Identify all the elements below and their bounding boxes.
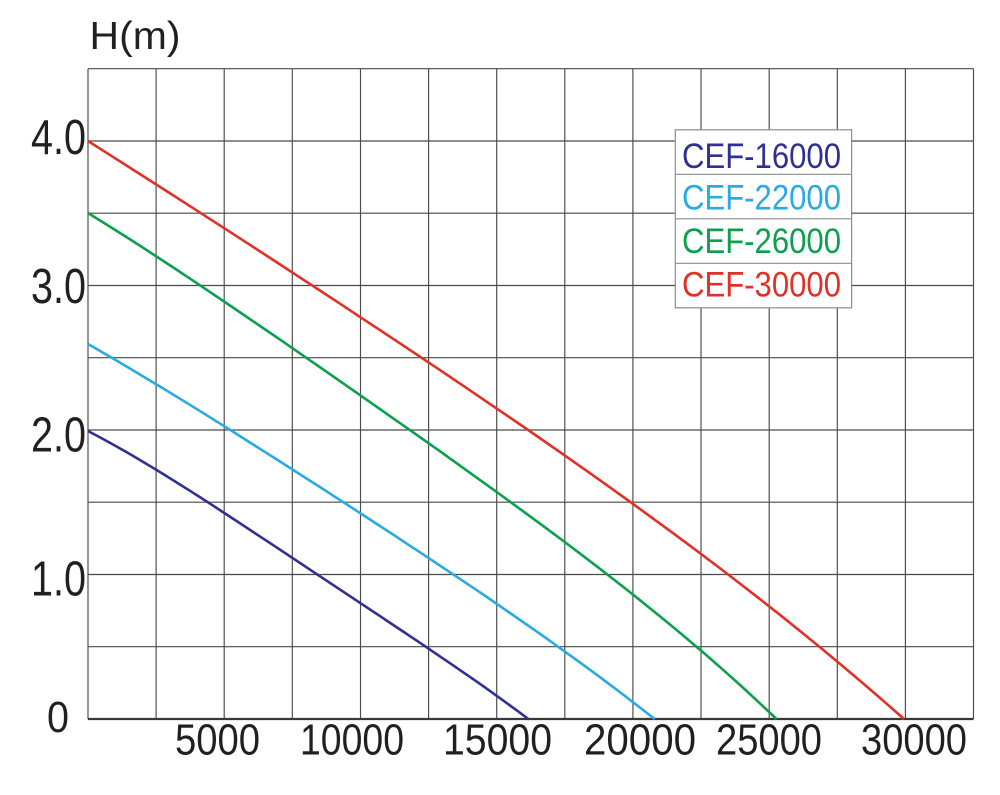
svg-text:0: 0 bbox=[47, 694, 69, 742]
svg-text:15000: 15000 bbox=[443, 716, 552, 765]
svg-text:3.0: 3.0 bbox=[31, 260, 86, 314]
svg-text:4.0: 4.0 bbox=[31, 111, 86, 165]
svg-text:5000: 5000 bbox=[175, 716, 260, 765]
svg-text:CEF-16000: CEF-16000 bbox=[682, 136, 841, 176]
svg-text:30000: 30000 bbox=[861, 716, 967, 765]
svg-text:CEF-22000: CEF-22000 bbox=[682, 177, 841, 217]
svg-text:10000: 10000 bbox=[300, 716, 404, 765]
svg-text:25000: 25000 bbox=[716, 716, 822, 765]
svg-text:CEF-26000: CEF-26000 bbox=[682, 221, 841, 261]
svg-text:20000: 20000 bbox=[584, 716, 696, 765]
svg-text:CEF-30000: CEF-30000 bbox=[682, 265, 841, 305]
svg-text:1.0: 1.0 bbox=[31, 553, 86, 607]
svg-text:2.0: 2.0 bbox=[31, 409, 86, 463]
svg-text:H(m): H(m) bbox=[90, 15, 181, 58]
